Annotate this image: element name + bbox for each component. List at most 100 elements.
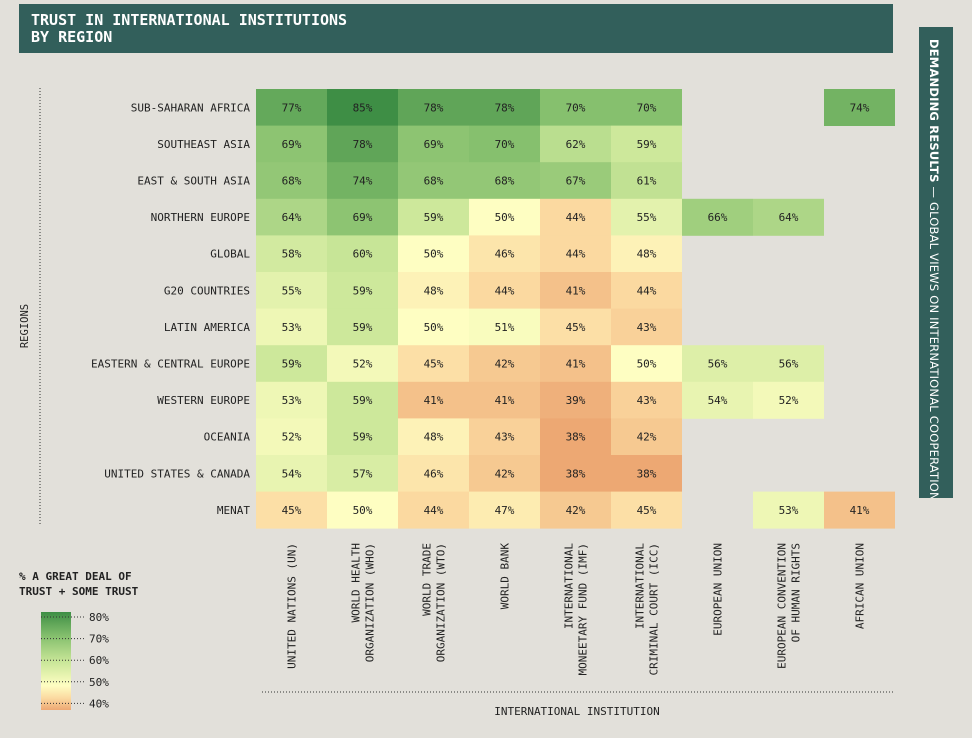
- heatmap-cell: [398, 345, 469, 383]
- heatmap-cell: [327, 491, 398, 529]
- heatmap-cell: [611, 162, 682, 200]
- chart-title-line-2: BY REGION: [31, 28, 113, 46]
- cell-value-label: 70%: [566, 101, 586, 114]
- cell-value-label: 41%: [566, 284, 586, 297]
- heatmap-cell: [256, 235, 327, 273]
- heatmap-cell: [824, 89, 895, 126]
- heatmap-cell: [256, 418, 327, 456]
- row-label: SOUTHEAST ASIA: [157, 138, 250, 151]
- heatmap-cell: [682, 198, 753, 236]
- heatmap-cell: [469, 235, 540, 273]
- cell-value-label: 69%: [282, 138, 302, 151]
- column-label: OF HUMAN RIGHTS: [790, 543, 803, 642]
- side-banner-rest: — GLOBAL VIEWS ON INTERNATIONAL COOPERAT…: [927, 186, 941, 498]
- cell-value-label: 85%: [353, 101, 373, 114]
- heatmap-cell: [753, 381, 824, 419]
- legend-title-line-2: TRUST + SOME TRUST: [19, 585, 139, 598]
- cell-value-label: 78%: [424, 101, 444, 114]
- cell-value-label: 50%: [353, 504, 373, 517]
- cell-value-label: 41%: [566, 358, 586, 371]
- cell-value-label: 64%: [282, 211, 302, 224]
- heatmap-cell: [256, 89, 327, 126]
- row-label: WESTERN EUROPE: [157, 394, 250, 407]
- heatmap-cell: [753, 345, 824, 383]
- cell-value-label: 62%: [566, 138, 586, 151]
- column-label: MONEETARY FUND (IMF): [577, 543, 590, 675]
- heatmap-cell: [540, 272, 611, 309]
- heatmap-cell: [398, 235, 469, 273]
- column-label: CRIMINAL COURT (ICC): [648, 543, 661, 675]
- cell-value-label: 53%: [282, 394, 302, 407]
- heatmap-cell: [469, 491, 540, 529]
- heatmap-cell: [611, 125, 682, 163]
- heatmap-cell: [469, 308, 540, 346]
- heatmap-cell: [398, 162, 469, 200]
- cell-value-label: 70%: [495, 138, 515, 151]
- heatmap-cell: [469, 272, 540, 309]
- cell-value-label: 38%: [566, 431, 586, 444]
- cell-value-label: 43%: [637, 321, 657, 334]
- heatmap-cell: [540, 125, 611, 163]
- heatmap-cell: [753, 491, 824, 529]
- heatmap-cell: [398, 308, 469, 346]
- cell-value-label: 42%: [495, 358, 515, 371]
- cell-value-label: 46%: [495, 248, 515, 261]
- cell-value-label: 50%: [424, 321, 444, 334]
- heatmap-cell: [469, 162, 540, 200]
- heatmap-cell: [256, 198, 327, 236]
- cell-value-label: 43%: [637, 394, 657, 407]
- heatmap-cell: [611, 491, 682, 529]
- heatmap-cell: [327, 308, 398, 346]
- heatmap-cell: [327, 345, 398, 383]
- cell-value-label: 60%: [353, 248, 373, 261]
- cell-value-label: 45%: [424, 358, 444, 371]
- cell-value-label: 45%: [566, 321, 586, 334]
- cell-value-label: 44%: [566, 211, 586, 224]
- row-label: LATIN AMERICA: [164, 321, 250, 334]
- legend-title-line-1: % A GREAT DEAL OF: [19, 570, 132, 583]
- cell-value-label: 39%: [566, 394, 586, 407]
- heatmap-cell: [540, 345, 611, 383]
- row-label: OCEANIA: [204, 431, 251, 444]
- heatmap-cell: [398, 455, 469, 492]
- heatmap-cell: [611, 272, 682, 309]
- column-label: EUROPEAN CONVENTION: [776, 543, 789, 669]
- cell-value-label: 68%: [282, 175, 302, 188]
- cell-value-label: 41%: [850, 504, 870, 517]
- heatmap-cell: [256, 125, 327, 163]
- cell-value-label: 47%: [495, 504, 515, 517]
- heatmap-cell: [540, 198, 611, 236]
- cell-value-label: 59%: [353, 431, 373, 444]
- heatmap-cell: [469, 345, 540, 383]
- cell-value-label: 41%: [424, 394, 444, 407]
- heatmap-cell: [540, 418, 611, 456]
- cell-value-label: 58%: [282, 248, 302, 261]
- cell-value-label: 64%: [779, 211, 799, 224]
- heatmap-cell: [611, 308, 682, 346]
- legend-tick-label: 70%: [89, 633, 109, 646]
- heatmap-cell: [398, 272, 469, 309]
- heatmap-cell: [611, 89, 682, 126]
- heatmap-cell: [327, 272, 398, 309]
- column-label: ORGANIZATION (WHO): [364, 543, 377, 662]
- heatmap-cell: [540, 381, 611, 419]
- row-label: G20 COUNTRIES: [164, 284, 250, 297]
- cell-value-label: 66%: [708, 211, 728, 224]
- legend-tick-label: 50%: [89, 676, 109, 689]
- cell-value-label: 68%: [495, 175, 515, 188]
- cell-value-label: 48%: [637, 248, 657, 261]
- cell-value-label: 51%: [495, 321, 515, 334]
- column-label: WORLD BANK: [499, 543, 512, 610]
- chart-title: TRUST IN INTERNATIONAL INSTITUTIONS BY R…: [19, 4, 893, 53]
- heatmap-cell: [327, 125, 398, 163]
- heatmap-cell: [753, 198, 824, 236]
- cell-value-label: 78%: [353, 138, 373, 151]
- column-label: WORLD TRADE: [421, 543, 434, 616]
- heatmap-cell: [682, 345, 753, 383]
- cell-value-label: 57%: [353, 467, 373, 480]
- heatmap-cell: [256, 381, 327, 419]
- row-label: MENAT: [217, 504, 250, 517]
- heatmap-cell: [469, 89, 540, 126]
- heatmap-cell: [398, 418, 469, 456]
- cell-value-label: 43%: [495, 431, 515, 444]
